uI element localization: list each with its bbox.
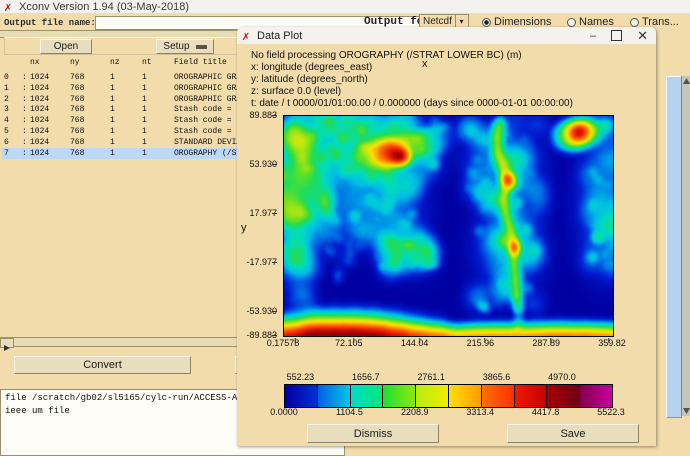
svg-text:✗: ✗ [242, 31, 250, 41]
svg-text:✗: ✗ [4, 3, 12, 13]
